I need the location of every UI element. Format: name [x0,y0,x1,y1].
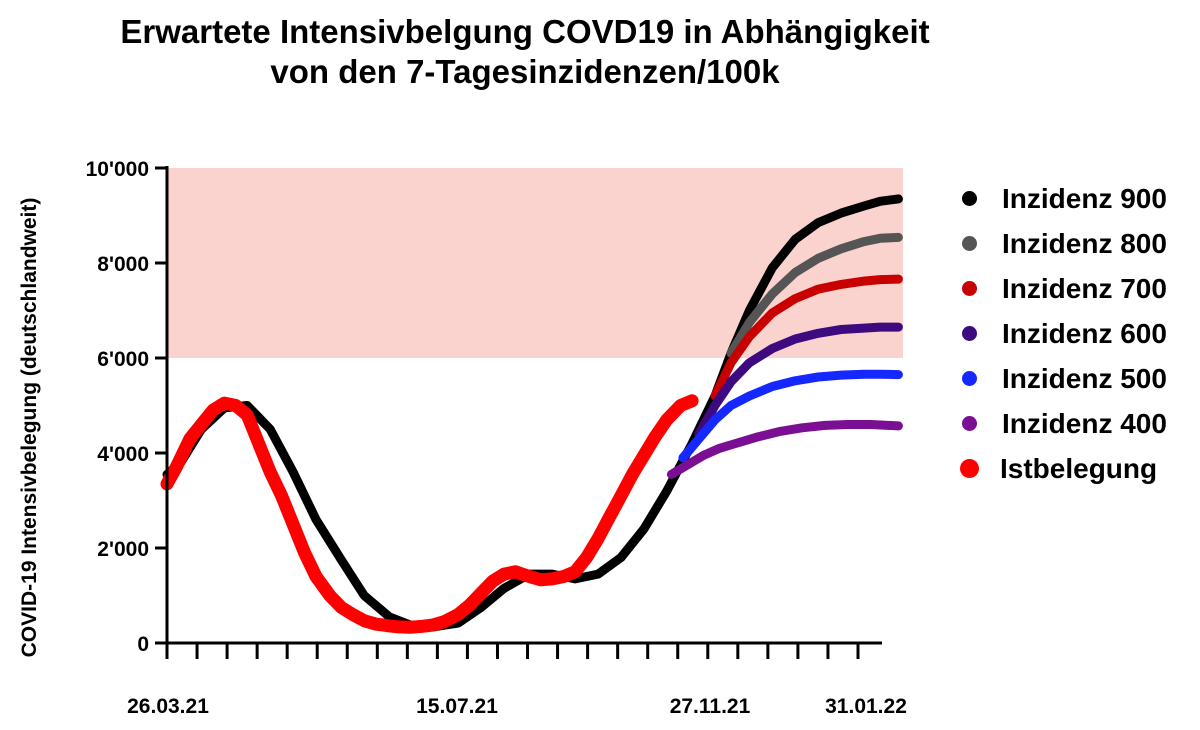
legend-label-3: Inzidenz 700 [1002,272,1167,304]
legend-marker-5 [962,371,977,386]
y-tick-label-0: 0 [137,633,149,656]
x-tick-label-0: 26.03.21 [127,695,209,718]
legend-item-6: Inzidenz 400 [962,401,1167,446]
legend-item-3: Inzidenz 700 [962,266,1167,311]
legend-label-4: Inzidenz 600 [1002,317,1167,349]
legend-marker-1 [962,191,977,206]
chart-title: Erwartete Intensivbelgung COVD19 in Abhä… [0,12,1050,92]
legend-label-1: Inzidenz 900 [1002,182,1167,214]
legend-item-1: Inzidenz 900 [962,176,1167,221]
shaded-band [167,168,903,358]
legend-item-4: Inzidenz 600 [962,311,1167,356]
x-tick-label-2: 27.11.21 [670,695,751,718]
series-line-6 [666,420,903,479]
chart-title-line-2: von den 7-Tagesinzidenzen/100k [270,53,780,90]
y-tick-label-2: 4'000 [97,443,149,466]
legend-marker-4 [962,326,977,341]
x-tick-label-1: 15.07.21 [416,695,498,718]
legend-label-6: Inzidenz 400 [1002,407,1167,439]
chart-legend: Inzidenz 900 Inzidenz 800 Inzidenz 700 Inzi… [960,176,1167,491]
series-line-5 [678,369,903,463]
x-tick-label-3: 31.01.22 [825,695,907,718]
legend-item-5: Inzidenz 500 [962,356,1167,401]
legend-marker-7 [960,459,979,478]
legend-marker-2 [962,236,977,251]
legend-label-2: Inzidenz 800 [1002,227,1167,259]
legend-item-2: Inzidenz 800 [962,221,1167,266]
y-tick-label-4: 8'000 [97,253,149,276]
legend-item-7: Istbelegung [960,446,1167,491]
series-line-4 [694,322,903,439]
legend-label-7: Istbelegung [1000,452,1158,484]
legend-marker-3 [962,281,977,296]
series-line-3 [710,274,903,401]
y-tick-label-5: 10'000 [86,158,149,181]
y-tick-label-3: 6'000 [97,348,149,371]
y-tick-label-1: 2'000 [97,538,149,561]
chart-title-line-1: Erwartete Intensivbelgung COVD19 in Abhä… [120,13,930,50]
series-line-2 [726,232,903,358]
legend-label-5: Inzidenz 500 [1002,362,1167,394]
series-line-7 [160,394,699,634]
legend-marker-6 [962,416,977,431]
y-axis-label: COVID-19 Intensivbelegung (deutschlandwe… [18,198,41,658]
